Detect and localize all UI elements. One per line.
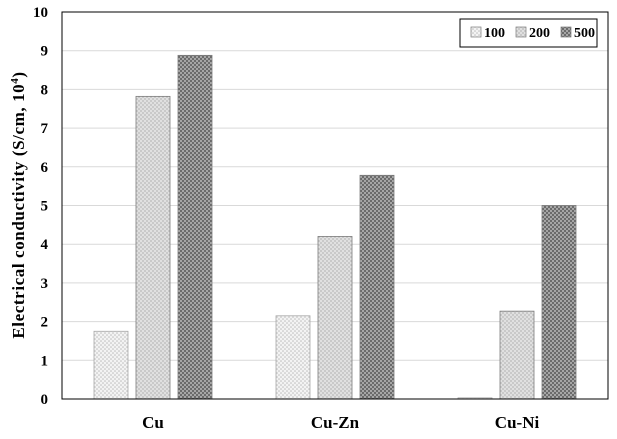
bar-cu-ni-200	[499, 310, 535, 400]
x-tick-labels: Cu Cu-Zn Cu-Ni	[142, 413, 539, 432]
y-tick-5: 5	[41, 199, 49, 215]
y-axis-label: Electrical conductivity (S/cm, 104)	[9, 71, 28, 338]
legend-swatch-500	[560, 26, 572, 38]
y-axis-label-sup: 4	[9, 78, 21, 84]
bar-cu-500	[177, 54, 213, 400]
y-tick-0: 0	[41, 392, 49, 408]
bar-cu-zn-200	[317, 236, 353, 400]
plot-frame	[61, 11, 609, 400]
legend-swatch-200	[515, 26, 527, 38]
y-tick-8: 8	[41, 82, 49, 98]
bars	[93, 54, 577, 400]
y-tick-4: 4	[41, 237, 49, 253]
y-tick-1: 1	[41, 353, 49, 369]
y-tick-6: 6	[41, 160, 49, 176]
y-tick-7: 7	[41, 121, 49, 137]
x-tick-cu: Cu	[142, 413, 164, 432]
y-tick-10: 10	[33, 5, 48, 21]
bar-cu-zn-500	[359, 174, 395, 400]
legend-box	[459, 18, 598, 48]
y-tick-3: 3	[41, 276, 49, 292]
legend-label-500: 500	[574, 26, 595, 41]
legend: 100 200 500	[459, 18, 598, 48]
y-tick-2: 2	[41, 315, 49, 331]
y-axis-label-close: )	[9, 71, 28, 77]
legend-swatch-100	[470, 26, 482, 38]
x-tick-cu-ni: Cu-Ni	[495, 413, 540, 432]
legend-label-100: 100	[484, 26, 505, 41]
bar-cu-ni-500	[541, 205, 577, 400]
y-tick-labels: 0 1 2 3 4 5 6 7 8 9 10	[33, 5, 49, 408]
x-tick-cu-zn: Cu-Zn	[311, 413, 360, 432]
bar-cu-100	[93, 330, 129, 400]
y-tick-9: 9	[41, 44, 49, 60]
legend-label-200: 200	[529, 26, 550, 41]
bar-cu-200	[135, 95, 171, 400]
bar-cu-zn-100	[275, 315, 311, 400]
